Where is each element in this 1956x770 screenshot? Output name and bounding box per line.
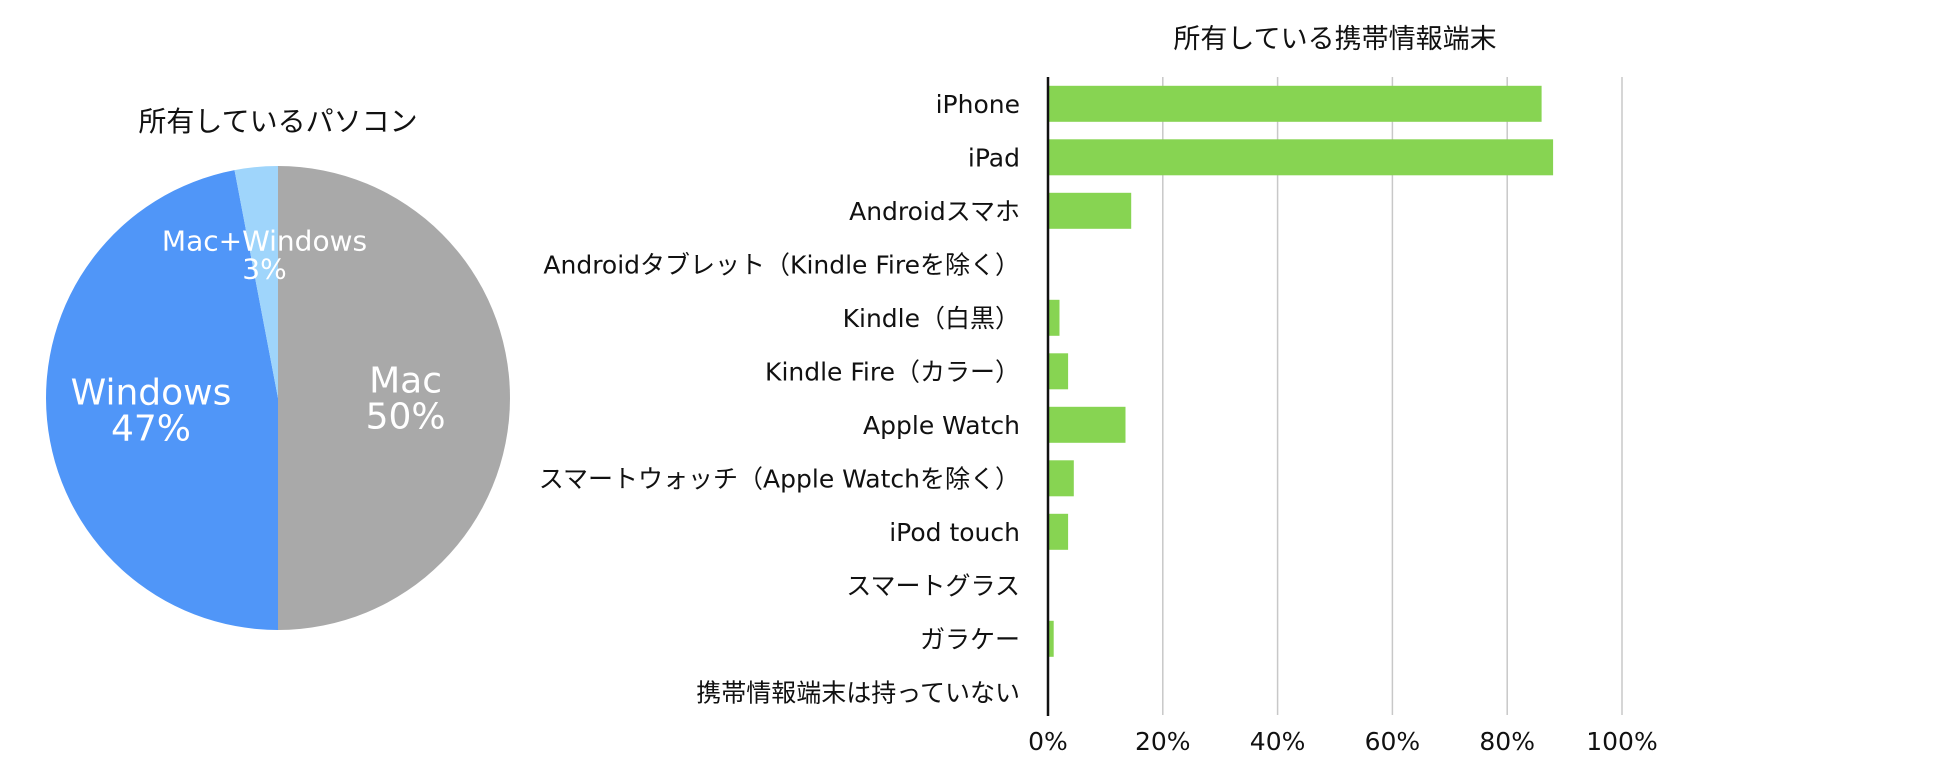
bar-8: [1048, 460, 1074, 497]
pie-value-mac-windows: 3%: [242, 253, 286, 286]
bar-category-label: Apple Watch: [863, 411, 1020, 440]
bar-7: [1048, 406, 1126, 443]
bar-tick-label: 80%: [1479, 727, 1535, 756]
bar-category-label: iPod touch: [889, 518, 1020, 547]
bar-category-label: Kindle Fire（カラー）: [765, 357, 1020, 386]
pie-label-windows: Windows: [71, 373, 232, 414]
bar-6: [1048, 353, 1069, 390]
bar-category-label: ガラケー: [920, 625, 1020, 654]
bar-3: [1048, 192, 1132, 229]
bar-category-label: スマートグラス: [846, 571, 1020, 600]
bar-category-label: iPad: [968, 143, 1020, 172]
bar-category-label: Kindle（白黒）: [843, 304, 1020, 333]
pie-value-windows: 47%: [111, 409, 191, 450]
pie-label-mac-windows: Mac+Windows: [162, 225, 367, 258]
pie-slices: [46, 166, 510, 631]
bar-tick-label: 20%: [1135, 727, 1191, 756]
bar-9: [1048, 513, 1069, 550]
pie-chart-title: 所有しているパソコン: [138, 105, 417, 138]
pie-slice-mac: [278, 166, 510, 630]
bar-category-label: Androidタブレット（Kindle Fireを除く）: [543, 250, 1020, 279]
pie-slice-mac-windows: [234, 166, 278, 398]
pie-slice-windows: [46, 170, 279, 631]
bar-category-label: iPhone: [936, 90, 1020, 119]
bar-2: [1048, 139, 1554, 176]
pie-label-mac: Mac: [369, 361, 442, 402]
bar-tick-label: 40%: [1250, 727, 1306, 756]
bar-category-label: スマートウォッチ（Apple Watchを除く）: [539, 464, 1020, 493]
bar-gridlines: [1162, 77, 1623, 715]
bar-1: [1048, 85, 1542, 122]
bar-chart: 所有している携帯情報端末 iPhone iPad Androidスマホ Android…: [539, 24, 1658, 756]
pie-value-mac: 50%: [366, 397, 446, 438]
bar-chart-title: 所有している携帯情報端末: [1173, 24, 1496, 55]
bar-tick-labels: 0% 20% 40% 60% 80% 100%: [1028, 727, 1658, 756]
bar-tick-label: 60%: [1365, 727, 1421, 756]
bar-category-label: 携帯情報端末は持っていない: [696, 678, 1020, 707]
bar-tick-label: 0%: [1028, 727, 1068, 756]
bar-bars: [1048, 85, 1554, 657]
bar-category-label: Androidスマホ: [849, 197, 1020, 226]
bar-category-labels: iPhone iPad Androidスマホ Androidタブレット（Kindle …: [539, 90, 1020, 707]
bar-tick-label: 100%: [1586, 727, 1657, 756]
bar-11: [1048, 620, 1054, 657]
bar-5: [1048, 299, 1060, 336]
